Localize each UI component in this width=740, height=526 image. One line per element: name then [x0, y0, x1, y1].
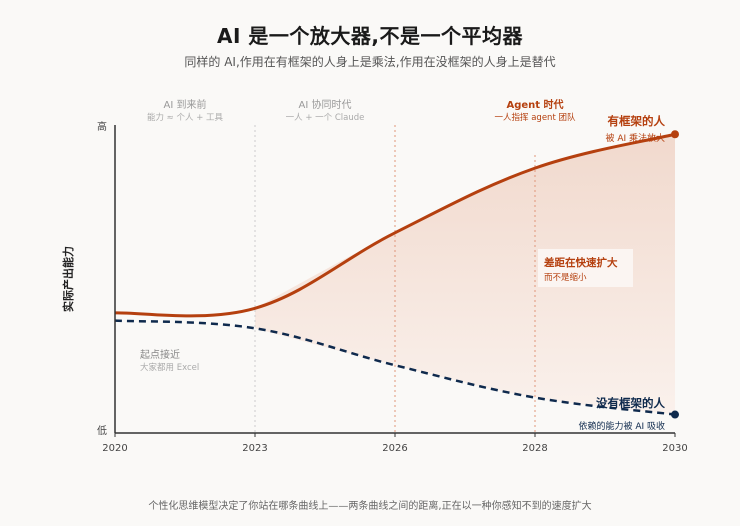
- era-subtitle-agent: 一人指挥 agent 团队: [495, 112, 576, 123]
- x-tick-label: 2023: [242, 443, 267, 454]
- era-subtitle-pre-ai: 能力 ≈ 个人 + 工具: [147, 112, 224, 123]
- x-tick-label: 2020: [102, 443, 127, 454]
- era-title-pre-ai: AI 到来前: [164, 98, 207, 111]
- x-tick-label: 2030: [662, 443, 687, 454]
- era-subtitle-ai-collab: 一人 + 一个 Claude: [286, 113, 365, 123]
- annotation-start-title: 起点接近: [140, 348, 180, 361]
- x-tick-label: 2028: [522, 443, 547, 454]
- annotation-gap-subtitle: 而不是缩小: [544, 272, 587, 283]
- y-tick-high: 高: [97, 120, 107, 133]
- series-endpoint-framework: [671, 130, 679, 139]
- annotation-gap-title: 差距在快速扩大: [544, 256, 618, 269]
- x-tick-label: 2026: [382, 443, 407, 454]
- annotation-start-subtitle: 大家都用 Excel: [140, 362, 199, 373]
- y-axis-label: 实际产出能力: [61, 246, 75, 312]
- chart-subtitle: 同样的 AI,作用在有框架的人身上是乘法,作用在没框架的人身上是替代: [184, 55, 556, 69]
- series-label-no-framework: 没有框架的人: [596, 396, 665, 410]
- era-title-ai-collab: AI 协同时代: [299, 98, 352, 111]
- era-title-agent: Agent 时代: [506, 98, 563, 111]
- chart-footer-note: 个性化思维模型决定了你站在哪条曲线上——两条曲线之间的距离,正在以一种你感知不到…: [148, 501, 592, 512]
- series-label-framework: 有框架的人: [608, 114, 666, 128]
- series-subtitle-no-framework: 依赖的能力被 AI 吸收: [578, 420, 665, 432]
- series-endpoint-no-framework: [671, 410, 679, 419]
- y-tick-low: 低: [97, 424, 107, 437]
- gap-area: [255, 134, 675, 415]
- annotation-gap-box: [538, 249, 633, 287]
- chart-title: AI 是一个放大器,不是一个平均器: [217, 24, 523, 48]
- series-line-framework: [114, 132, 676, 318]
- series-subtitle-framework: 被 AI 乘法放大: [605, 132, 665, 144]
